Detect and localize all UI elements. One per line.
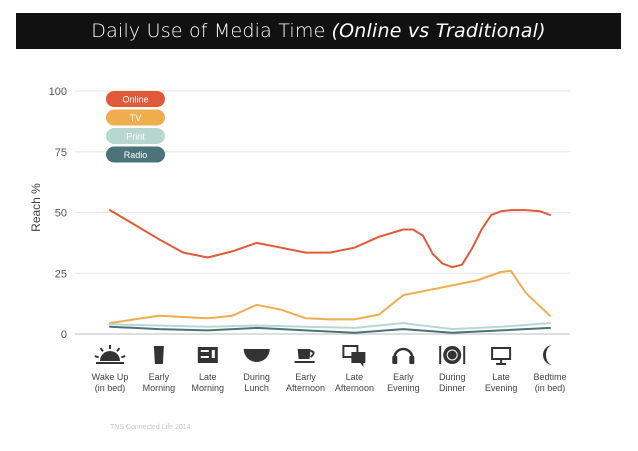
legend-label: Radio	[124, 150, 148, 160]
toaster-icon	[197, 347, 218, 363]
sun-ray	[121, 355, 126, 359]
bubble-filled	[351, 352, 366, 363]
coffee-cup-icon	[153, 346, 164, 364]
stand	[500, 360, 503, 363]
saucer	[294, 361, 315, 363]
source-note: TNS Connected Life 2014	[110, 424, 191, 431]
earcup	[409, 356, 415, 364]
crescent	[543, 345, 553, 365]
legend-item-print: Print	[106, 128, 165, 144]
x-tick-label: Late	[346, 372, 364, 382]
slot	[200, 356, 209, 358]
x-tick-label: Early	[149, 372, 170, 382]
plate-cutlery-icon	[439, 346, 466, 364]
sun-ray	[99, 347, 104, 352]
moon-icon	[543, 345, 553, 365]
chat-bubbles-icon	[342, 345, 366, 367]
headband	[393, 347, 414, 359]
legend-label: Online	[122, 95, 148, 105]
x-tick-label: (in bed)	[535, 383, 566, 393]
legend-pill	[106, 146, 165, 163]
y-tick-label: 50	[55, 208, 67, 220]
x-tick-label: (in bed)	[95, 383, 126, 393]
y-tick-label: 0	[61, 329, 67, 341]
teacup-shape	[297, 349, 311, 359]
y-tick-label: 100	[49, 86, 67, 98]
x-tick-label: Morning	[143, 383, 176, 393]
x-tick-label: During	[243, 372, 270, 382]
stand-base	[496, 363, 507, 365]
x-tick-label: Lunch	[244, 383, 269, 393]
legend-label: Print	[126, 132, 145, 142]
legend-label: TV	[130, 113, 142, 123]
legend-pill	[106, 109, 165, 126]
chart-title: Daily Use of Media Time	[91, 20, 326, 42]
y-tick-label: 25	[55, 268, 67, 280]
cup-shape	[153, 346, 164, 364]
fork	[439, 346, 442, 364]
horizon	[96, 362, 124, 364]
x-tick-label: Morning	[192, 383, 225, 393]
x-tick-label: Early	[295, 372, 316, 382]
x-tick-label: Dinner	[439, 383, 466, 393]
teacup-handle	[309, 350, 315, 358]
plate-rim	[446, 349, 458, 361]
y-axis-label: Reach %	[29, 183, 43, 232]
sun-ray	[94, 355, 99, 359]
x-tick-label: Wake Up	[92, 372, 129, 382]
x-tick-label: During	[439, 372, 466, 382]
series-line-print	[109, 322, 551, 331]
x-tick-label: Late	[492, 372, 510, 382]
series-line-tv	[109, 269, 551, 325]
x-tick-label: Afternoon	[335, 383, 374, 393]
x-tick-label: Evening	[485, 383, 518, 393]
lever	[211, 350, 215, 358]
legend-item-online: Online	[106, 91, 165, 107]
bubble-outline	[342, 345, 359, 358]
plate	[443, 346, 462, 364]
screen-inner	[493, 349, 510, 358]
bowl-shape	[243, 349, 270, 362]
knife	[463, 346, 466, 364]
legend-pill	[106, 91, 165, 107]
series-line-online	[109, 209, 551, 269]
sunrise-icon	[94, 345, 126, 364]
x-tick-label: Early	[393, 372, 414, 382]
x-tick-label: Afternoon	[286, 383, 325, 393]
chart-subtitle: (Online vs Traditional)	[331, 20, 546, 42]
teacup-icon	[294, 349, 315, 363]
bowl-icon	[243, 349, 270, 362]
monitor-icon	[491, 347, 512, 365]
title-bar: Daily Use of Media Time (Online vs Tradi…	[16, 13, 621, 49]
bubble-tail	[360, 363, 364, 367]
legend-item-radio: Radio	[106, 146, 165, 163]
headphones-icon	[392, 347, 415, 364]
x-tick-label: Evening	[387, 383, 420, 393]
earcup	[392, 356, 398, 364]
x-tick-label: Late	[199, 372, 217, 382]
legend-item-tv: TV	[106, 109, 165, 126]
slot	[200, 350, 209, 352]
series-line-radio	[109, 325, 551, 334]
x-tick-label: Bedtime	[533, 372, 566, 382]
y-tick-label: 75	[55, 147, 67, 159]
sun-ray	[116, 347, 121, 352]
legend-pill	[106, 128, 165, 144]
sun-shape	[100, 351, 120, 361]
